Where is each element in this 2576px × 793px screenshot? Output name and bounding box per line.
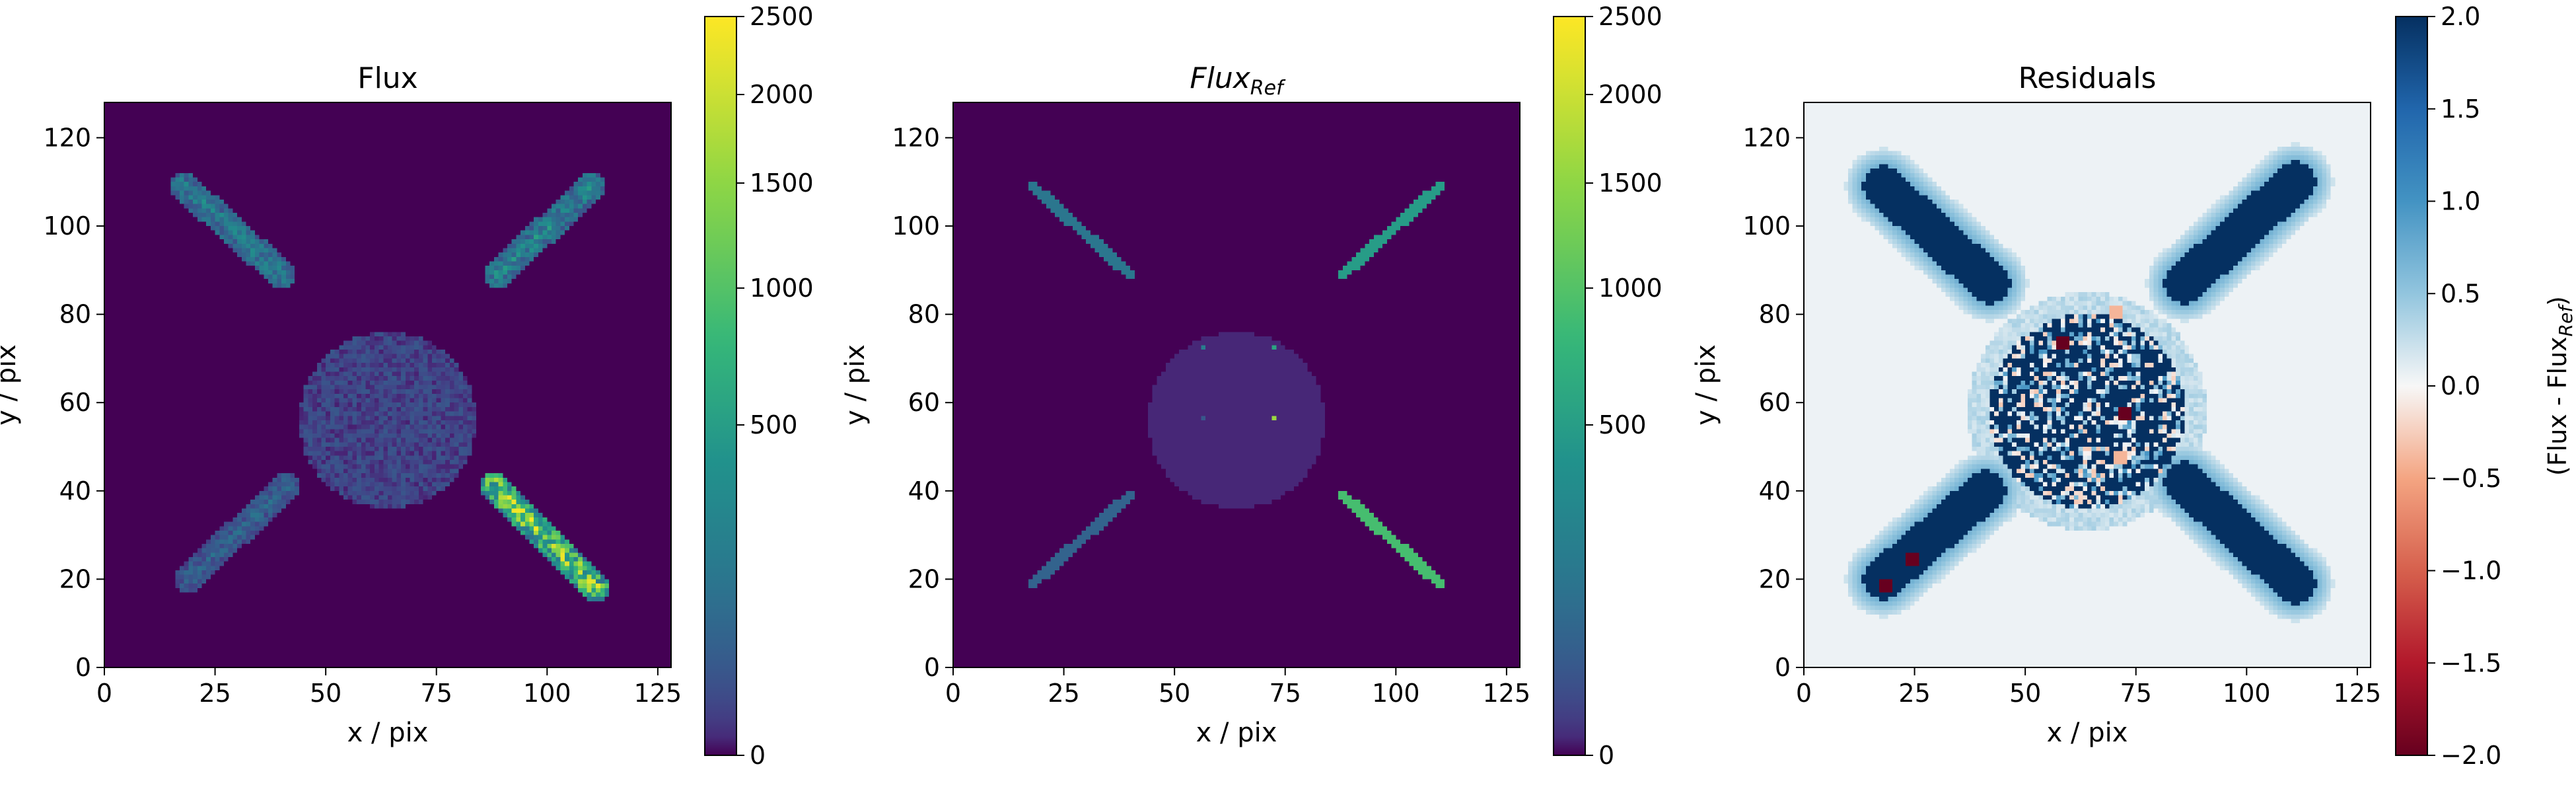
x-tick-label: 125 [1483,679,1531,708]
x-tick-label: 100 [2223,679,2271,708]
y-tick-label: 100 [892,211,940,241]
y-axis-label: y / pix [1691,344,1721,426]
x-tick-label: 0 [96,679,112,708]
x-axis-label: x / pix [1196,718,1277,748]
y-tick-label: 80 [59,300,91,329]
y-tick-label: 60 [908,388,940,417]
y-tick-label: 20 [908,564,940,593]
colorbar-tick-label: 1500 [750,169,814,198]
colorbar-tick-label: 2000 [750,80,814,109]
x-tick-label: 25 [1898,679,1930,708]
panel-1: Flux 0 25 50 75 100 125 0 20 40 60 80 100 120 x / pix y… [0,2,814,770]
colorbar-tick-label: 1.0 [2441,187,2480,216]
colorbar-tick-label: 0 [750,741,766,770]
colorbar-tick-label: 2500 [1598,2,1663,31]
colorbar-tick-label: 1000 [1598,274,1663,303]
colorbar: 0 500 1000 1500 2000 2500 [1553,2,1663,770]
x-tick-label: 75 [1270,679,1301,708]
colorbar-tick-label: 2500 [750,2,814,31]
y-tick-label: 120 [43,123,91,152]
colorbar-tick-label: 500 [750,410,798,439]
x-tick-label: 50 [1159,679,1190,708]
heatmap-image [1804,102,2371,667]
panel-title: Flux [357,61,417,95]
colorbar-gradient [2395,16,2428,756]
colorbar-gradient [704,16,737,756]
colorbar-tick-label: 1000 [750,274,814,303]
y-tick-label: 20 [59,564,91,593]
y-axis-label: y / pix [0,344,22,426]
y-tick-label: 100 [1742,211,1791,241]
x-tick-label: 25 [1048,679,1079,708]
x-tick-label: 50 [2009,679,2041,708]
x-tick-label: 50 [310,679,341,708]
x-tick-label: 125 [634,679,682,708]
y-tick-label: 40 [59,476,91,506]
y-tick-label: 0 [1775,653,1791,682]
x-axis-label: x / pix [2047,718,2128,748]
x-tick-label: 75 [2120,679,2152,708]
y-tick-label: 80 [1759,300,1791,329]
y-tick-label: 120 [892,123,940,152]
y-tick-label: 20 [1759,564,1791,593]
y-axis-label: y / pix [840,344,871,426]
panel-3: Residuals 0 25 50 75 100 125 0 20 40 60 80 100 120 x /… [1691,2,2576,770]
x-tick-label: 0 [1796,679,1812,708]
colorbar: 0 500 1000 1500 2000 2500 [704,2,814,770]
y-tick-label: 120 [1742,123,1791,152]
axes-frame [1803,102,2371,668]
colorbar-tick-label: −2.0 [2441,741,2501,770]
colorbar-gradient [1553,16,1586,756]
heatmap-image [104,102,671,667]
x-tick-label: 25 [199,679,231,708]
x-axis-label: x / pix [347,718,429,748]
y-tick-label: 60 [1759,388,1791,417]
colorbar-tick-label: 0.5 [2441,279,2480,308]
colorbar-tick-label: −0.5 [2441,464,2501,493]
colorbar-tick-label: 2000 [1598,80,1663,109]
colorbar-tick-label: 500 [1598,410,1647,439]
colorbar-label: (Flux - FluxRef) [2543,296,2576,476]
axes-frame [952,102,1521,668]
colorbar: −2.0 −1.5 −1.0 −0.5 0.0 0.5 1.0 1.5 2.0 (Flux - F… [2395,2,2576,770]
axes-frame [104,102,672,668]
y-tick-label: 60 [59,388,91,417]
colorbar-tick-label: 2.0 [2441,2,2480,31]
x-tick-label: 125 [2334,679,2382,708]
y-tick-label: 40 [908,476,940,506]
x-tick-label: 100 [523,679,571,708]
panel-title: FluxRef [1190,61,1286,100]
y-tick-label: 100 [43,211,91,241]
panel-title: Residuals [2019,61,2157,95]
colorbar-tick-label: 0.0 [2441,371,2480,400]
y-tick-label: 0 [924,653,940,682]
colorbar-tick-label: −1.5 [2441,648,2501,677]
colorbar-tick-label: 1.5 [2441,94,2480,124]
colorbar-tick-label: 1500 [1598,169,1663,198]
colorbar-tick-label: −1.0 [2441,556,2501,585]
heatmap-image [953,102,1520,667]
colorbar-tick-label: 0 [1598,741,1614,770]
x-tick-label: 0 [945,679,961,708]
x-tick-label: 75 [421,679,452,708]
y-tick-label: 40 [1759,476,1791,506]
panel-2: FluxRef 0 25 50 75 100 125 0 20 40 60 80 100 120 x / p… [840,2,1663,770]
y-tick-label: 80 [908,300,940,329]
y-tick-label: 0 [75,653,91,682]
x-tick-label: 100 [1372,679,1420,708]
